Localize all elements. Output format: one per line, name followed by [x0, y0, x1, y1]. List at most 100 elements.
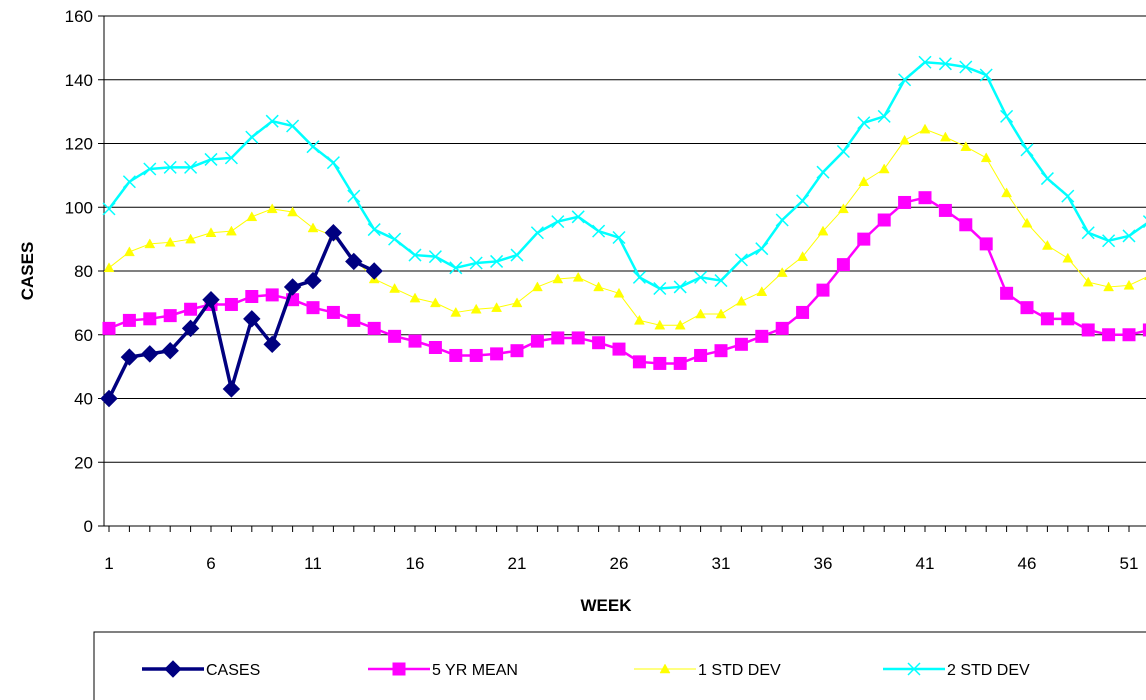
data-point [796, 305, 810, 319]
data-point [1103, 281, 1115, 292]
legend-label: CASES [206, 662, 260, 679]
data-point [1020, 143, 1034, 157]
data-point [959, 218, 973, 232]
data-point [246, 211, 258, 222]
legend-item: 5 YR MEAN [368, 662, 518, 679]
data-point [755, 242, 769, 256]
data-point [552, 273, 564, 284]
data-point [429, 297, 441, 308]
data-point [161, 341, 179, 360]
series-line [108, 196, 1146, 365]
series-2-std-dev [102, 55, 1146, 296]
data-point [837, 203, 849, 214]
data-point [878, 163, 890, 174]
data-point [306, 140, 320, 154]
data-point [877, 109, 891, 123]
data-point [694, 348, 708, 362]
data-point [265, 288, 279, 302]
data-point [202, 290, 220, 309]
data-point [1122, 328, 1136, 342]
data-point [1102, 328, 1116, 342]
data-point [100, 389, 118, 408]
data-point [449, 261, 463, 275]
data-point [816, 283, 830, 297]
data-point [324, 224, 343, 242]
data-point [428, 250, 442, 264]
data-point [898, 73, 912, 87]
data-point [1081, 226, 1095, 240]
series-line [108, 128, 1146, 326]
data-point [776, 267, 788, 277]
x-tick-label: 36 [814, 554, 833, 573]
data-point [511, 297, 523, 308]
legend-label: 5 YR MEAN [432, 662, 518, 679]
data-point [143, 312, 157, 326]
data-point [449, 348, 463, 362]
data-point [938, 203, 952, 217]
data-point [1061, 312, 1075, 326]
y-tick-label: 20 [74, 453, 93, 472]
data-point [592, 224, 606, 238]
data-point [491, 302, 503, 312]
data-point [530, 334, 544, 348]
data-point [857, 116, 871, 130]
data-point [715, 308, 727, 319]
data-point [347, 313, 361, 327]
data-point [265, 114, 279, 128]
data-point [1040, 172, 1054, 186]
x-tick-label: 21 [508, 554, 527, 573]
data-point [184, 302, 198, 316]
data-point [551, 331, 565, 345]
data-point [266, 203, 278, 214]
data-point [510, 344, 524, 358]
data-point [287, 206, 299, 217]
y-axis-title: CASES [18, 242, 37, 301]
data-point [1102, 234, 1116, 248]
data-point [1001, 187, 1013, 198]
data-point [1081, 323, 1095, 337]
data-point [899, 134, 911, 145]
data-point [734, 253, 748, 267]
data-point [816, 165, 830, 179]
y-tick-label: 100 [65, 198, 93, 217]
data-point [389, 283, 401, 293]
data-point [918, 55, 932, 69]
data-point [470, 303, 482, 314]
data-point [735, 295, 747, 306]
data-point [756, 286, 768, 296]
data-point [122, 175, 136, 189]
data-point [123, 246, 135, 257]
data-point [593, 281, 605, 292]
data-point [490, 254, 504, 268]
data-point [755, 329, 769, 343]
data-point [205, 227, 217, 237]
data-point [304, 271, 322, 290]
data-point [653, 356, 667, 370]
data-point [102, 321, 116, 335]
data-point [632, 355, 646, 369]
data-point [164, 236, 176, 247]
data-point [938, 57, 952, 71]
data-point [428, 341, 442, 354]
x-tick-label: 6 [206, 554, 215, 573]
data-point [243, 310, 261, 328]
data-point [551, 215, 565, 229]
data-point [979, 237, 993, 251]
legend-marker [164, 660, 182, 678]
data-point [450, 306, 462, 317]
data-point [144, 238, 156, 249]
data-point [1000, 286, 1014, 300]
data-point [163, 309, 177, 323]
data-point [714, 274, 728, 288]
data-point [367, 321, 381, 335]
data-point [592, 336, 606, 350]
x-tick-label: 46 [1018, 554, 1037, 573]
series-5-yr-mean [102, 191, 1146, 370]
data-point [633, 314, 645, 325]
data-point [1021, 217, 1033, 228]
series-line [108, 60, 1146, 290]
data-point [143, 162, 157, 176]
data-point [877, 213, 891, 227]
legend-marker [907, 662, 921, 676]
data-point [775, 321, 789, 335]
